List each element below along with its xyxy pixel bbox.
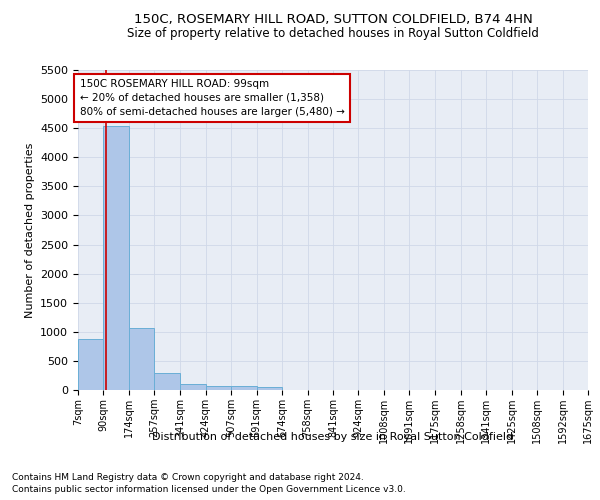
Bar bbox=[78, 339, 103, 390]
Bar bbox=[180, 384, 205, 390]
Bar bbox=[257, 386, 282, 390]
Text: 150C, ROSEMARY HILL ROAD, SUTTON COLDFIELD, B74 4HN: 150C, ROSEMARY HILL ROAD, SUTTON COLDFIE… bbox=[134, 12, 532, 26]
Text: Size of property relative to detached houses in Royal Sutton Coldfield: Size of property relative to detached ho… bbox=[127, 28, 539, 40]
Text: Contains HM Land Registry data © Crown copyright and database right 2024.: Contains HM Land Registry data © Crown c… bbox=[12, 472, 364, 482]
Text: Distribution of detached houses by size in Royal Sutton Coldfield: Distribution of detached houses by size … bbox=[152, 432, 514, 442]
Bar bbox=[129, 328, 154, 390]
Bar bbox=[231, 386, 257, 390]
Bar bbox=[103, 126, 129, 390]
Bar bbox=[205, 386, 231, 390]
Bar bbox=[154, 373, 180, 390]
Text: Contains public sector information licensed under the Open Government Licence v3: Contains public sector information licen… bbox=[12, 485, 406, 494]
Y-axis label: Number of detached properties: Number of detached properties bbox=[25, 142, 35, 318]
Text: 150C ROSEMARY HILL ROAD: 99sqm
← 20% of detached houses are smaller (1,358)
80% : 150C ROSEMARY HILL ROAD: 99sqm ← 20% of … bbox=[80, 78, 344, 116]
